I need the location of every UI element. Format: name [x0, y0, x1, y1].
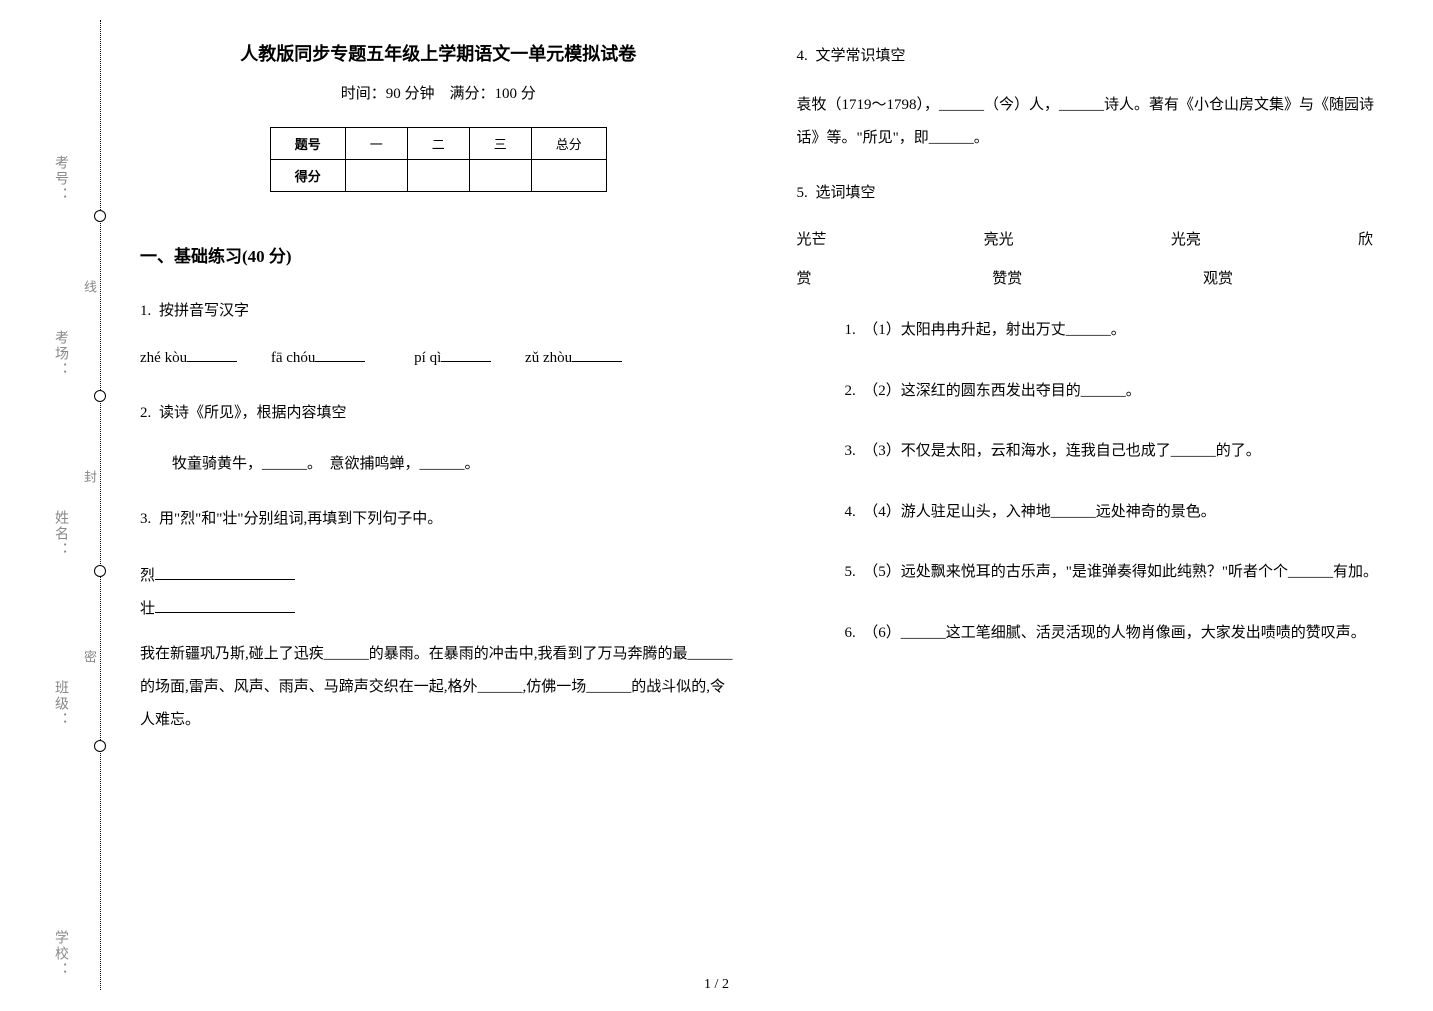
blank: [572, 347, 622, 362]
binding-seal-feng: 封: [80, 470, 99, 489]
q3-text: 用"烈"和"壮"分别组词,再填到下列句子中。: [159, 511, 442, 527]
th-label: 题号: [270, 128, 345, 160]
binding-label-examno: 考号：: [50, 155, 70, 203]
score-cell: [345, 160, 407, 192]
q1-pinyin-3: pí qì: [414, 350, 441, 366]
word: 光亮: [1171, 224, 1201, 257]
binding-circle: [94, 210, 106, 222]
binding-seal-line: 线: [80, 280, 99, 299]
binding-label-room: 考场：: [50, 330, 70, 378]
word: 亮光: [984, 224, 1014, 257]
q2-num: 2.: [140, 405, 151, 421]
score-cell: [531, 160, 606, 192]
table-row: 得分: [270, 160, 606, 192]
table-row: 题号 一 二 三 总分: [270, 128, 606, 160]
q2-line: 牧童骑黄牛，______。 意欲捕鸣蝉，______。: [172, 448, 737, 481]
binding-dotted-line: [100, 20, 101, 990]
binding-circle: [94, 390, 106, 402]
question-5: 5. 选词填空 光芒 亮光 光亮 欣 赏 赞赏 观赏 1. （1）太阳冉冉升起，…: [797, 177, 1394, 647]
binding-label-name: 姓名：: [50, 510, 70, 558]
q1-text: 按拼音写汉字: [159, 303, 249, 319]
q3-paragraph: 我在新疆巩乃斯,碰上了迅疾______的暴雨。在暴雨的冲击中,我看到了万马奔腾的…: [140, 638, 737, 737]
word: 观赏: [1203, 263, 1233, 296]
exam-title: 人教版同步专题五年级上学期语文一单元模拟试卷: [140, 40, 737, 66]
word: 赏: [797, 263, 812, 296]
sub-num: 6.: [845, 625, 856, 641]
q1-pinyin-2: fā chóu: [271, 350, 316, 366]
binding-seal-mi: 密: [80, 650, 99, 669]
word: 赞赏: [992, 263, 1022, 296]
q5-num: 5.: [797, 185, 808, 201]
sub-num: 2.: [845, 383, 856, 399]
sub-text: （1）太阳冉冉升起，射出万丈______。: [871, 322, 1126, 338]
blank: [315, 347, 365, 362]
q1-num: 1.: [140, 303, 151, 319]
q4-text: 文学常识填空: [816, 48, 906, 64]
q1-pinyin-1: zhé kòu: [140, 350, 187, 366]
list-item: 4. （4）游人驻足山头，入神地______远处神奇的景色。: [845, 498, 1394, 527]
q4-num: 4.: [797, 48, 808, 64]
blank: [441, 347, 491, 362]
sub-num: 1.: [845, 322, 856, 338]
q5-text: 选词填空: [816, 185, 876, 201]
th-col: 一: [345, 128, 407, 160]
section-1-title: 一、基础练习(40 分): [140, 242, 737, 267]
list-item: 5. （5）远处飘来悦耳的古乐声，"是谁弹奏得如此纯熟？"听者个个______有…: [845, 558, 1394, 587]
th-score: 得分: [270, 160, 345, 192]
binding-label-class: 班级：: [50, 680, 70, 728]
question-4: 4. 文学常识填空 袁牧（1719～1798），______（今）人，_____…: [797, 40, 1394, 155]
list-item: 3. （3）不仅是太阳，云和海水，连我自己也成了______的了。: [845, 437, 1394, 466]
right-column: 4. 文学常识填空 袁牧（1719～1798），______（今）人，_____…: [797, 40, 1394, 971]
list-item: 6. （6）______这工笔细腻、活灵活现的人物肖像画，大家发出啧啧的赞叹声。: [845, 619, 1394, 648]
sub-num: 4.: [845, 504, 856, 520]
q5-sublist: 1. （1）太阳冉冉升起，射出万丈______。 2. （2）这深红的圆东西发出…: [845, 316, 1394, 647]
q4-line: 袁牧（1719～1798），______（今）人，______诗人。著有《小仓山…: [797, 89, 1394, 155]
sub-num: 5.: [845, 564, 856, 580]
score-cell: [407, 160, 469, 192]
sub-text: （3）不仅是太阳，云和海水，连我自己也成了______的了。: [871, 443, 1261, 459]
binding-label-school: 学校：: [50, 930, 70, 978]
sub-text: （2）这深红的圆东西发出夺目的______。: [871, 383, 1141, 399]
score-table: 题号 一 二 三 总分 得分: [270, 127, 607, 192]
content-area: 人教版同步专题五年级上学期语文一单元模拟试卷 时间：90 分钟 满分：100 分…: [140, 40, 1393, 971]
q3-char1: 烈: [140, 568, 155, 584]
list-item: 2. （2）这深红的圆东西发出夺目的______。: [845, 377, 1394, 406]
binding-circle: [94, 740, 106, 752]
binding-margin: 考号： 考场： 姓名： 班级： 学校： 线 封 密: [0, 0, 120, 1011]
th-col: 二: [407, 128, 469, 160]
blank: [155, 598, 295, 613]
left-column: 人教版同步专题五年级上学期语文一单元模拟试卷 时间：90 分钟 满分：100 分…: [140, 40, 737, 971]
sub-text: （5）远处飘来悦耳的古乐声，"是谁弹奏得如此纯熟？"听者个个______有加。: [871, 564, 1378, 580]
question-1: 1. 按拼音写汉字 zhé kòu fā chóu pí qì zǔ zhòu: [140, 295, 737, 375]
blank: [187, 347, 237, 362]
page-number: 1 / 2: [704, 977, 729, 993]
q1-pinyin-4: zǔ zhòu: [525, 350, 572, 366]
question-2: 2. 读诗《所见》，根据内容填空 牧童骑黄牛，______。 意欲捕鸣蝉，___…: [140, 397, 737, 481]
q2-text: 读诗《所见》，根据内容填空: [159, 405, 347, 421]
th-col: 总分: [531, 128, 606, 160]
question-3: 3. 用"烈"和"壮"分别组词,再填到下列句子中。 烈 壮 我在新疆巩乃斯,碰上…: [140, 503, 737, 737]
list-item: 1. （1）太阳冉冉升起，射出万丈______。: [845, 316, 1394, 345]
word: 光芒: [797, 224, 827, 257]
q3-char2: 壮: [140, 601, 155, 617]
exam-subtitle: 时间：90 分钟 满分：100 分: [140, 82, 737, 103]
word: 欣: [1358, 224, 1373, 257]
sub-text: （6）______这工笔细腻、活灵活现的人物肖像画，大家发出啧啧的赞叹声。: [871, 625, 1366, 641]
binding-circle: [94, 565, 106, 577]
sub-num: 3.: [845, 443, 856, 459]
q3-num: 3.: [140, 511, 151, 527]
blank: [155, 565, 295, 580]
sub-text: （4）游人驻足山头，入神地______远处神奇的景色。: [871, 504, 1216, 520]
score-cell: [469, 160, 531, 192]
th-col: 三: [469, 128, 531, 160]
